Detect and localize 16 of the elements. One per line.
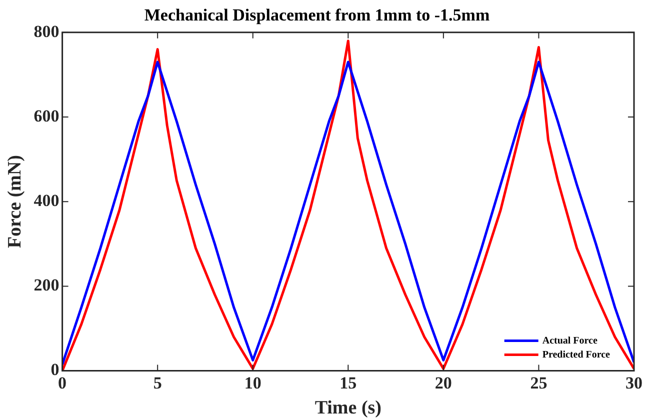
x-axis-title: Time (s) [314,398,382,419]
y-tick-label: 200 [34,276,60,295]
y-tick-label: 400 [34,190,60,210]
y-tick-label: 600 [34,106,60,126]
x-tick-label: 25 [530,373,548,392]
legend-label: Predicted Force [542,349,611,360]
x-tick-label: 30 [626,373,642,392]
x-tick-label: 15 [340,373,357,392]
y-tick-label: 0 [50,360,60,380]
y-tick-label: 800 [34,22,60,41]
chart-title: Mechanical Displacement from 1mm to -1.5mm [144,6,490,25]
y-axis-title: Force (mN) [4,155,26,248]
x-tick-label: 10 [244,373,262,392]
x-tick-label: 20 [434,373,452,392]
x-tick-label: 5 [153,373,162,392]
legend-label: Actual Force [542,335,598,346]
